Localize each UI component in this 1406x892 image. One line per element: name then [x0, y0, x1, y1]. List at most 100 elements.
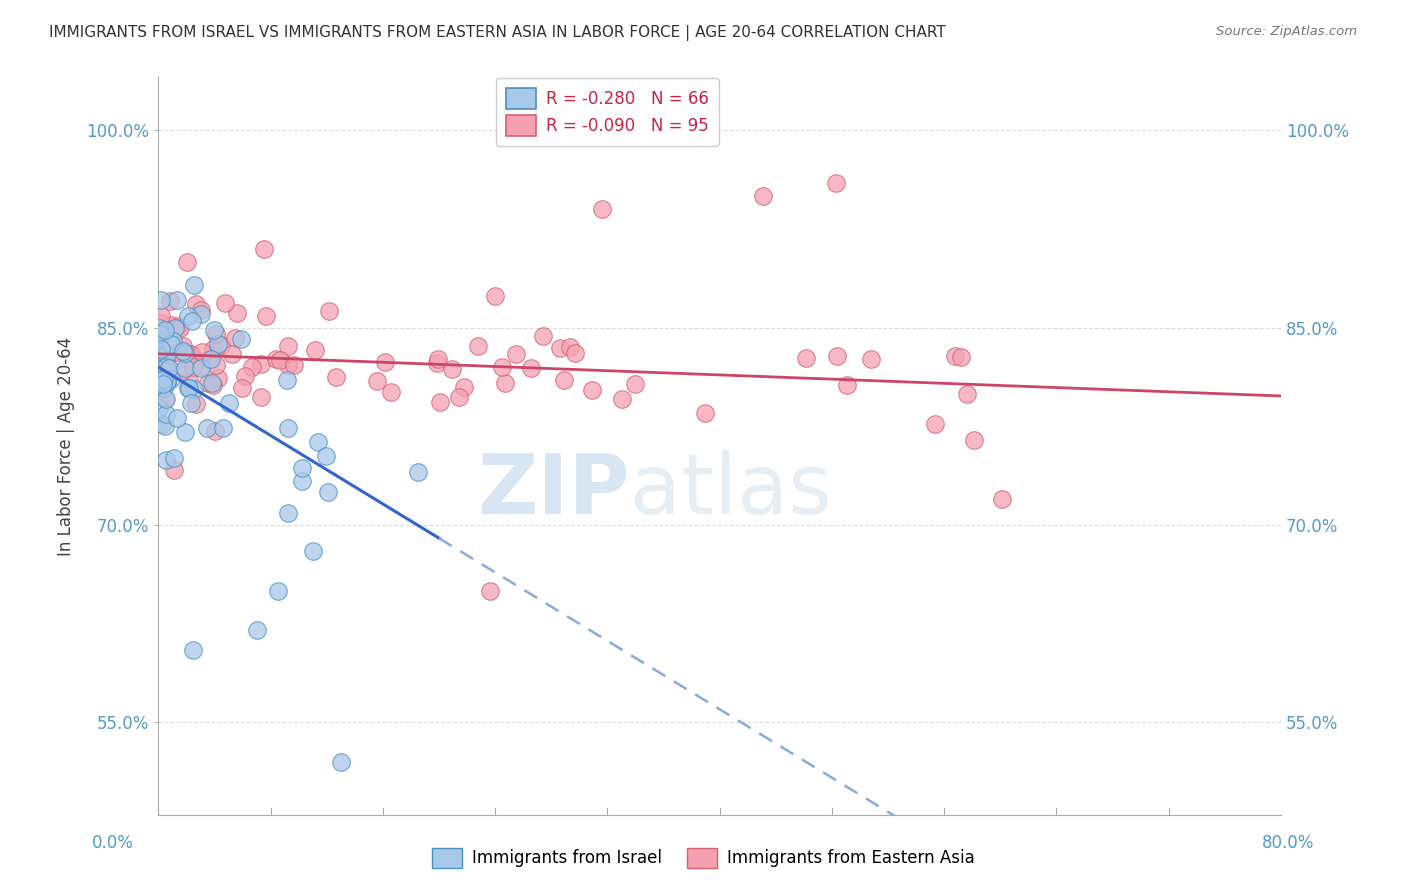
Point — [200, 351, 222, 366]
Point — [301, 544, 323, 558]
Point — [950, 351, 973, 365]
Point — [245, 624, 267, 638]
Point — [214, 296, 236, 310]
Point — [955, 387, 977, 401]
Y-axis label: In Labor Force | Age 20-64: In Labor Force | Age 20-64 — [58, 336, 75, 556]
Point — [221, 347, 243, 361]
Point — [316, 484, 339, 499]
Point — [276, 373, 298, 387]
Point — [240, 359, 263, 374]
Point — [153, 349, 176, 363]
Point — [167, 318, 190, 333]
Point — [291, 461, 314, 475]
Point — [478, 583, 501, 598]
Point — [148, 323, 170, 337]
Point — [202, 342, 225, 356]
Point — [153, 392, 176, 407]
Point — [152, 381, 174, 395]
Point — [204, 424, 226, 438]
Point — [150, 309, 173, 323]
Legend: Immigrants from Israel, Immigrants from Eastern Asia: Immigrants from Israel, Immigrants from … — [425, 841, 981, 875]
Point — [202, 323, 225, 337]
Point — [150, 293, 173, 307]
Point — [152, 376, 174, 391]
Point — [156, 351, 179, 365]
Point — [277, 339, 299, 353]
Point — [153, 347, 176, 361]
Point — [205, 327, 228, 342]
Point — [426, 352, 449, 367]
Point — [426, 356, 449, 370]
Point — [180, 347, 202, 361]
Point — [225, 306, 247, 320]
Point — [162, 334, 184, 348]
Point — [159, 337, 181, 351]
Point — [366, 374, 388, 388]
Point — [152, 372, 174, 386]
Point — [166, 344, 188, 359]
Point — [531, 329, 554, 343]
Point — [624, 377, 647, 392]
Point — [494, 376, 516, 390]
Point — [269, 353, 291, 368]
Point — [160, 318, 183, 333]
Point — [209, 337, 232, 351]
Point — [150, 417, 173, 432]
Point — [204, 358, 226, 372]
Point — [283, 358, 305, 372]
Point — [166, 293, 188, 307]
Point — [453, 380, 475, 394]
Point — [233, 369, 256, 384]
Point — [172, 339, 194, 353]
Point — [924, 417, 946, 431]
Point — [149, 374, 172, 388]
Point — [991, 491, 1014, 506]
Point — [170, 364, 193, 378]
Point — [190, 359, 212, 373]
Point — [218, 395, 240, 409]
Point — [156, 374, 179, 388]
Text: 0.0%: 0.0% — [91, 834, 134, 852]
Point — [148, 334, 170, 349]
Point — [277, 506, 299, 520]
Point — [329, 755, 352, 769]
Point — [291, 474, 314, 488]
Point — [467, 339, 489, 353]
Point — [564, 346, 586, 360]
Point — [190, 302, 212, 317]
Point — [157, 361, 180, 376]
Point — [148, 320, 170, 334]
Point — [505, 347, 527, 361]
Point — [169, 321, 191, 335]
Point — [447, 390, 470, 404]
Point — [943, 349, 966, 363]
Point — [231, 332, 253, 346]
Point — [190, 361, 212, 376]
Point — [156, 376, 179, 390]
Point — [174, 425, 197, 439]
Point — [184, 296, 207, 310]
Point — [179, 347, 201, 361]
Text: atlas: atlas — [630, 450, 831, 531]
Point — [155, 323, 177, 337]
Point — [155, 359, 177, 374]
Point — [176, 254, 198, 268]
Point — [207, 336, 229, 351]
Text: Source: ZipAtlas.com: Source: ZipAtlas.com — [1216, 25, 1357, 38]
Point — [162, 463, 184, 477]
Point — [150, 316, 173, 330]
Point — [150, 376, 173, 390]
Point — [231, 381, 253, 395]
Point — [825, 176, 848, 190]
Point — [163, 451, 186, 466]
Point — [156, 362, 179, 376]
Point — [277, 358, 299, 372]
Point — [581, 383, 603, 397]
Point — [264, 351, 287, 366]
Point — [835, 378, 858, 392]
Point — [198, 351, 221, 366]
Point — [693, 406, 716, 420]
Point — [266, 583, 288, 598]
Point — [249, 390, 271, 404]
Point — [558, 340, 581, 354]
